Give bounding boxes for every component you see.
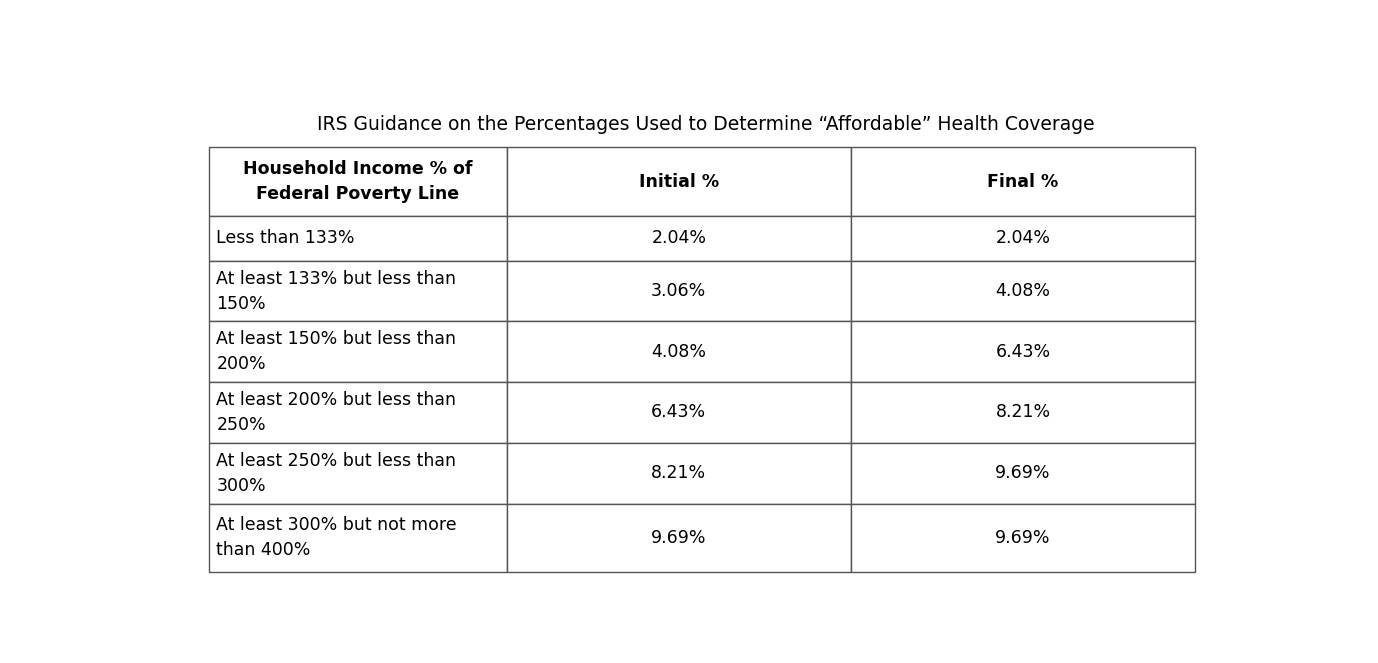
Bar — [208, 443, 507, 503]
Text: 2.04%: 2.04% — [652, 229, 707, 247]
Text: Household Income % of
Federal Poverty Line: Household Income % of Federal Poverty Li… — [243, 160, 473, 204]
Text: 9.69%: 9.69% — [650, 529, 707, 547]
Text: 3.06%: 3.06% — [652, 282, 707, 300]
Text: At least 250% but less than
300%: At least 250% but less than 300% — [216, 452, 456, 495]
Text: Final %: Final % — [988, 173, 1058, 191]
Bar — [507, 322, 852, 382]
Bar — [208, 503, 507, 572]
Bar — [208, 382, 507, 443]
Text: 6.43%: 6.43% — [652, 404, 707, 422]
Bar — [852, 147, 1195, 216]
Bar — [852, 382, 1195, 443]
Text: At least 200% but less than
250%: At least 200% but less than 250% — [216, 391, 456, 434]
Bar — [507, 261, 852, 322]
Text: Less than 133%: Less than 133% — [216, 229, 356, 247]
Bar — [852, 216, 1195, 261]
Bar — [208, 322, 507, 382]
Bar — [208, 147, 507, 216]
Text: 4.08%: 4.08% — [652, 343, 707, 361]
Bar — [507, 216, 852, 261]
Text: At least 133% but less than
150%: At least 133% but less than 150% — [216, 270, 456, 312]
Bar — [208, 261, 507, 322]
Bar — [208, 216, 507, 261]
Text: 8.21%: 8.21% — [995, 404, 1050, 422]
Text: 6.43%: 6.43% — [995, 343, 1050, 361]
Text: IRS Guidance on the Percentages Used to Determine “Affordable” Health Coverage: IRS Guidance on the Percentages Used to … — [317, 115, 1096, 134]
Bar — [507, 443, 852, 503]
Bar — [852, 322, 1195, 382]
Bar — [852, 261, 1195, 322]
Text: At least 150% but less than
200%: At least 150% but less than 200% — [216, 330, 456, 373]
Bar — [507, 503, 852, 572]
Bar — [852, 443, 1195, 503]
Text: 8.21%: 8.21% — [652, 464, 707, 482]
Text: 4.08%: 4.08% — [995, 282, 1050, 300]
Bar — [507, 382, 852, 443]
Text: 9.69%: 9.69% — [995, 529, 1051, 547]
Text: 2.04%: 2.04% — [995, 229, 1050, 247]
Bar — [507, 147, 852, 216]
Text: Initial %: Initial % — [639, 173, 719, 191]
Text: At least 300% but not more
than 400%: At least 300% but not more than 400% — [216, 516, 457, 560]
Bar — [852, 503, 1195, 572]
Text: 9.69%: 9.69% — [995, 464, 1051, 482]
